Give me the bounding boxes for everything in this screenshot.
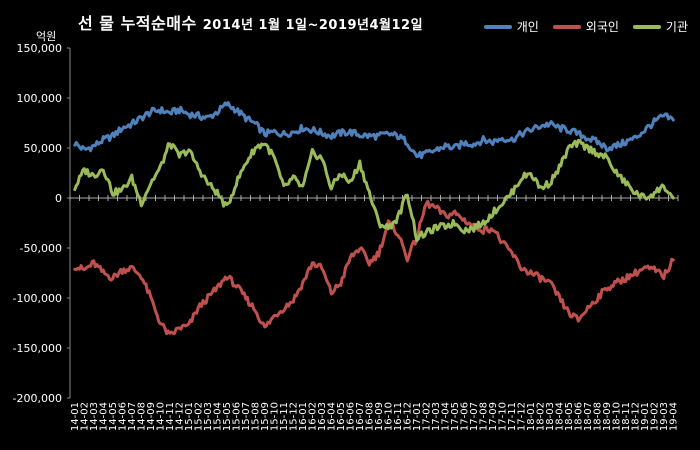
x-tick-label: 19-04: [668, 402, 679, 431]
x-tick-label: 14-02: [79, 402, 90, 431]
series-line-foreign: [73, 199, 675, 336]
legend-label-institution: 기관: [665, 20, 688, 34]
legend-swatch-institution: [632, 24, 661, 29]
x-tick-label: 18-11: [621, 402, 632, 431]
x-tick-label: 17-08: [478, 402, 489, 431]
y-tick-label: 0: [55, 192, 62, 205]
series-lines: [73, 101, 675, 337]
x-tick-label: 15-11: [279, 402, 290, 431]
x-tick-label: 15-08: [250, 402, 261, 431]
chart-title-main: 선 물 누적순매수: [78, 14, 197, 33]
x-tick-label: 17-12: [516, 402, 527, 431]
series-line-institution: [73, 138, 675, 242]
y-tick-label: 50,000: [24, 142, 63, 155]
x-tick-label: 17-02: [421, 402, 432, 431]
x-tick-label: 14-07: [127, 402, 138, 431]
x-tick-label: 14-05: [108, 402, 119, 431]
legend-swatch-individual: [483, 24, 512, 29]
x-tick-label: 14-12: [174, 402, 185, 431]
x-tick-label: 18-01: [526, 402, 537, 431]
x-tick-label: 18-09: [602, 402, 613, 431]
x-tick-label: 15-09: [260, 402, 271, 431]
x-tick-label: 16-09: [374, 402, 385, 431]
x-tick-label: 17-04: [440, 402, 451, 431]
x-tick-label: 14-09: [146, 402, 157, 431]
y-axis: 150,000 100,000 50,000 0 -50,000 -100,000 -150…: [13, 42, 71, 405]
chart-title: 선 물 누적순매수 2014년 1월 1일~2019년4월12일: [78, 10, 423, 34]
y-tick-label: -50,000: [20, 242, 62, 255]
legend-swatch-foreign: [552, 24, 581, 29]
x-tick-label: 15-04: [212, 402, 223, 431]
x-tick-label: 18-04: [554, 402, 565, 431]
x-tick-label: 19-01: [640, 402, 651, 431]
x-tick-label: 16-08: [364, 402, 375, 431]
x-tick-label: 17-06: [459, 402, 470, 431]
legend-label-foreign: 외국인: [585, 20, 619, 34]
x-tick-label: 15-12: [288, 402, 299, 431]
y-tick-label: -150,000: [13, 342, 62, 355]
chart-title-dates: 2014년 1월 1일~2019년4월12일: [202, 18, 424, 33]
x-tick-label: 17-01: [412, 402, 423, 431]
x-tick-label: 16-03: [317, 402, 328, 431]
series-line-individual: [73, 101, 675, 160]
x-tick-label: 16-05: [336, 402, 347, 431]
x-tick-label: 17-07: [469, 402, 480, 431]
x-tick-label: 18-02: [535, 402, 546, 431]
y-tick-label: 100,000: [17, 92, 63, 105]
x-tick-label: 18-10: [611, 402, 622, 431]
x-tick-label: 17-03: [431, 402, 442, 431]
x-tick-label: 15-01: [184, 402, 195, 431]
x-tick-label: 16-01: [298, 402, 309, 431]
y-tick-label: 150,000: [17, 42, 63, 55]
x-tick-label: 17-10: [497, 402, 508, 431]
x-tick-label: 18-07: [583, 402, 594, 431]
x-tick-label: 17-05: [450, 402, 461, 431]
y-tick-label: -100,000: [13, 292, 62, 305]
legend-item-institution: 기관: [632, 18, 688, 35]
x-axis: 14-0114-0214-0314-0414-0514-0614-0714-08…: [69, 195, 679, 431]
x-tick-label: 18-08: [592, 402, 603, 431]
x-tick-label: 15-05: [222, 402, 233, 431]
x-tick-label: 16-12: [402, 402, 413, 431]
x-tick-label: 19-02: [649, 402, 660, 431]
x-tick-label: 14-11: [165, 402, 176, 431]
x-tick-label: 14-03: [89, 402, 100, 431]
x-tick-label: 16-11: [393, 402, 404, 431]
x-tick-label: 19-03: [659, 402, 670, 431]
x-tick-label: 18-03: [545, 402, 556, 431]
x-tick-label: 14-04: [98, 402, 109, 431]
legend-label-individual: 개인: [516, 20, 539, 34]
x-tick-label: 16-07: [355, 402, 366, 431]
x-tick-label: 16-04: [326, 402, 337, 431]
legend-item-individual: 개인: [483, 18, 539, 35]
x-tick-label: 18-05: [564, 402, 575, 431]
x-tick-label: 17-11: [507, 402, 518, 431]
x-tick-label: 15-07: [241, 402, 252, 431]
x-tick-label: 17-09: [488, 402, 499, 431]
x-tick-label: 15-02: [193, 402, 204, 431]
x-tick-label: 16-10: [383, 402, 394, 431]
x-tick-label: 18-06: [573, 402, 584, 431]
x-tick-label: 16-02: [307, 402, 318, 431]
x-tick-label: 15-03: [203, 402, 214, 431]
x-tick-label: 15-06: [231, 402, 242, 431]
y-axis-unit-label: 억원: [36, 30, 57, 43]
x-tick-label: 15-10: [269, 402, 280, 431]
x-tick-label: 18-12: [630, 402, 641, 431]
x-tick-label: 14-01: [70, 402, 81, 431]
y-tick-label: -200,000: [13, 392, 62, 405]
legend-item-foreign: 외국인: [552, 18, 619, 35]
x-tick-label: 14-06: [117, 402, 128, 431]
x-tick-label: 14-08: [136, 402, 147, 431]
x-tick-label: 14-10: [155, 402, 166, 431]
x-tick-label: 16-06: [345, 402, 356, 431]
chart-legend: 개인 외국인 기관: [483, 18, 688, 35]
